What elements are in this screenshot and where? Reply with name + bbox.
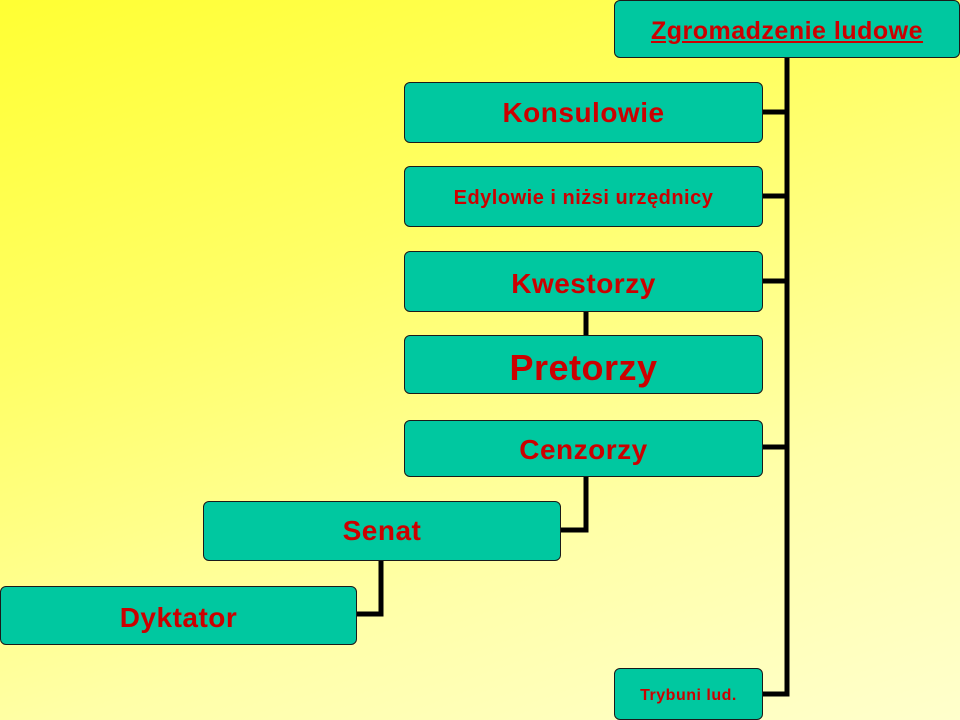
node-trybuni-ludowi: Trybuni lud. [614,668,763,720]
node-label: Kwestorzy [511,267,656,299]
node-kwestorzy: Kwestorzy [404,251,763,312]
node-zgromadzenie-ludowe: Zgromadzenie ludowe [614,0,960,58]
node-label: Trybuni lud. [640,687,737,704]
node-edylowie: Edylowie i niżsi urzędnicy [404,166,763,227]
node-label: Zgromadzenie ludowe [650,17,924,45]
node-label: Senat [342,515,422,546]
branch-senat [558,474,589,533]
node-label: Edylowie i niżsi urzędnicy [453,187,714,209]
node-label: Dyktator [119,601,238,633]
node-konsulowie: Konsulowie [404,82,763,143]
node-dyktator: Dyktator [0,586,357,645]
node-label: Pretorzy [509,346,658,388]
node-label: Konsulowie [502,96,665,128]
node-cenzorzy: Cenzorzy [404,420,763,477]
node-label: Cenzorzy [519,433,648,465]
node-pretorzy: Pretorzy [404,335,763,394]
node-senat: Senat [203,501,561,561]
branch-dyktator [354,558,384,617]
